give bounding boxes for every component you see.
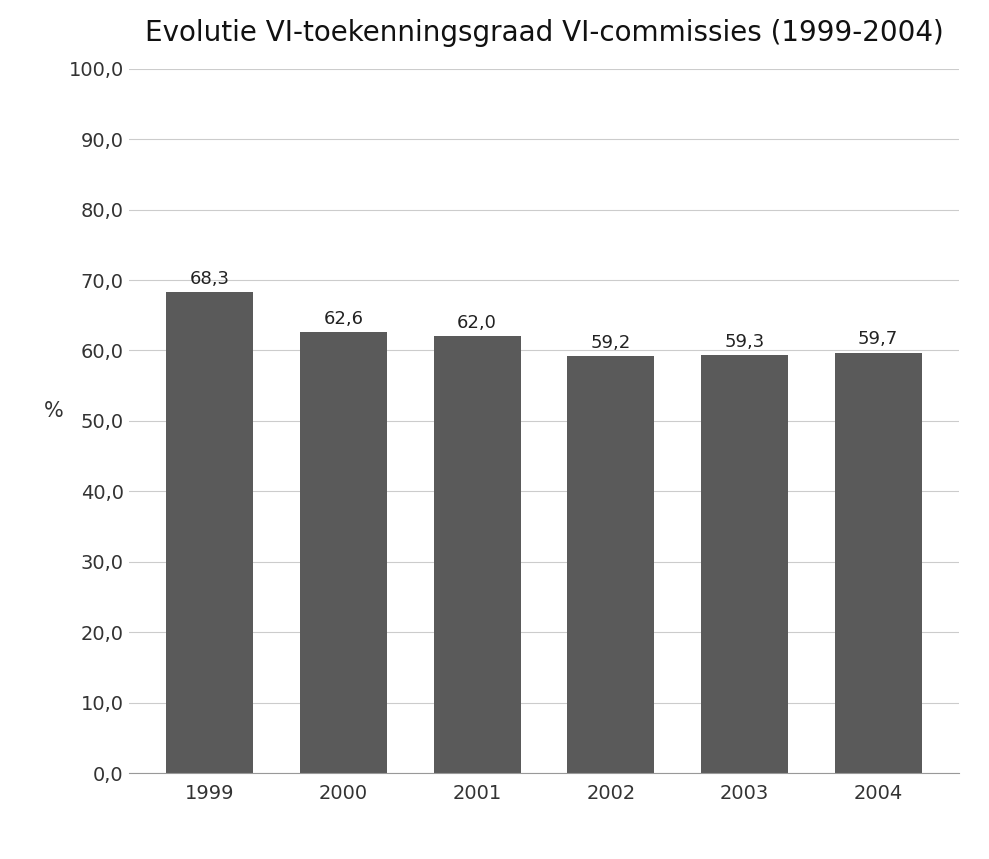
Text: 59,7: 59,7 (858, 331, 898, 349)
Bar (568, 356, 655, 773)
Bar (433, 337, 520, 773)
Y-axis label: %: % (44, 401, 63, 421)
Text: 62,6: 62,6 (323, 310, 363, 328)
Title: Evolutie VI-toekenningsgraad VI-commissies (1999-2004): Evolutie VI-toekenningsgraad VI-commissi… (144, 19, 944, 47)
Bar (835, 352, 922, 773)
Bar (166, 292, 253, 773)
Text: 68,3: 68,3 (190, 270, 229, 288)
Text: 59,2: 59,2 (590, 334, 631, 352)
Text: 62,0: 62,0 (457, 314, 497, 332)
Bar (701, 356, 788, 773)
Text: 59,3: 59,3 (724, 333, 764, 351)
Bar (300, 332, 387, 773)
